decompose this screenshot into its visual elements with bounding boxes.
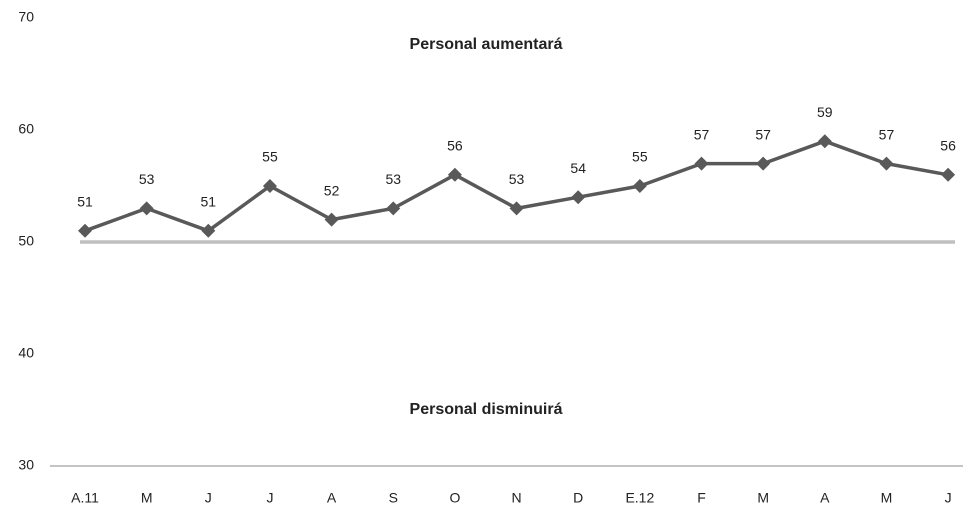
marker — [262, 179, 277, 193]
data-label: 56 — [940, 138, 956, 154]
data-label: 57 — [879, 126, 895, 142]
data-label: 55 — [632, 149, 648, 165]
y-tick-label: 30 — [18, 457, 34, 473]
y-tick-label: 70 — [18, 9, 34, 25]
marker — [324, 212, 339, 227]
marker — [879, 156, 894, 171]
x-tick-label: D — [573, 490, 583, 506]
x-tick-label: J — [266, 490, 273, 506]
x-tick-label: A.11 — [71, 490, 99, 506]
marker — [447, 167, 462, 182]
data-label: 56 — [447, 138, 463, 154]
data-label: 57 — [755, 126, 771, 142]
marker — [571, 190, 586, 205]
data-label: 52 — [324, 182, 340, 198]
x-tick-label: F — [697, 490, 706, 506]
x-tick-label: A — [327, 490, 337, 506]
data-label: 51 — [77, 194, 93, 210]
x-tick-label: O — [449, 490, 460, 506]
annotation: Personal aumentará — [410, 36, 563, 53]
marker — [941, 167, 956, 182]
x-tick-label: J — [205, 490, 212, 506]
y-tick-label: 50 — [18, 233, 34, 249]
data-label: 59 — [817, 104, 833, 120]
data-label: 54 — [570, 160, 586, 176]
x-tick-label: A — [820, 490, 830, 506]
marker — [509, 201, 524, 216]
x-tick-label: E.12 — [625, 490, 654, 506]
x-tick-label: N — [511, 490, 521, 506]
data-label: 53 — [139, 171, 155, 187]
annotation: Personal disminuirá — [410, 401, 563, 418]
y-tick-label: 40 — [18, 345, 34, 361]
data-label: 55 — [262, 149, 278, 165]
data-label: 53 — [509, 171, 525, 187]
marker — [817, 134, 832, 149]
data-label: 53 — [385, 171, 401, 187]
data-label: 51 — [201, 194, 217, 210]
marker — [78, 223, 92, 238]
marker — [632, 179, 647, 193]
marker — [756, 156, 771, 171]
marker — [386, 201, 401, 216]
x-tick-label: M — [881, 490, 893, 506]
marker — [694, 156, 709, 171]
marker — [139, 201, 154, 216]
x-tick-label: M — [757, 490, 769, 506]
x-tick-label: J — [945, 490, 952, 506]
x-tick-label: M — [141, 490, 153, 506]
data-label: 57 — [694, 126, 710, 142]
x-tick-label: S — [389, 490, 398, 506]
y-tick-label: 60 — [18, 121, 34, 137]
marker — [201, 223, 216, 238]
